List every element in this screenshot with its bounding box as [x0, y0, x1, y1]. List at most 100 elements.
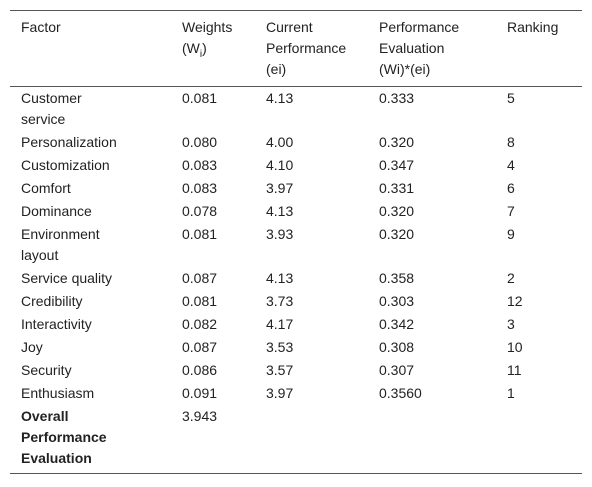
- table-cell: 0.308: [379, 339, 415, 355]
- table-cell: 0.081: [182, 293, 218, 309]
- factor-cell: Environment layout: [21, 226, 100, 263]
- table-row: Environment layout 0.081 3.93 0.320 9: [10, 223, 582, 267]
- table-cell: 4: [507, 157, 515, 173]
- table-header: Factor Weights (Wi) Current Performance (ei) P…: [10, 10, 582, 87]
- factor-cell: Joy: [21, 339, 43, 355]
- table-row: Interactivity 0.082 4.17 0.342 3: [10, 313, 582, 336]
- empty-cell: [496, 405, 582, 474]
- total-label: Overall Performance Evaluation: [21, 408, 107, 466]
- header-text: (ei): [266, 61, 287, 77]
- header-text: Performance: [266, 40, 347, 56]
- header-text: ): [202, 40, 207, 56]
- table-row: Comfort 0.083 3.97 0.331 6: [10, 177, 582, 200]
- table-cell: 9: [507, 226, 515, 242]
- table-cell: 6: [507, 180, 515, 196]
- table-cell: 0.342: [379, 316, 415, 332]
- table-row: Customization 0.083 4.10 0.347 4: [10, 154, 582, 177]
- header-text: (W: [182, 40, 200, 56]
- factor-cell: Customer service: [21, 90, 82, 127]
- table-row: Customer service 0.081 4.13 0.333 5: [10, 87, 582, 132]
- table-cell: 1: [507, 385, 515, 401]
- table-cell: 5: [507, 90, 515, 106]
- header-cell: Ranking: [496, 11, 582, 87]
- table-cell: 0.083: [182, 157, 218, 173]
- table-row: Enthusiasm 0.091 3.97 0.3560 1: [10, 382, 582, 405]
- header-subscript: i: [199, 48, 203, 60]
- factor-cell: Security: [21, 362, 72, 378]
- table-cell: 4.13: [266, 203, 294, 219]
- data-table: Factor Weights (Wi) Current Performance (ei) P…: [10, 10, 582, 474]
- table-row: Credibility 0.081 3.73 0.303 12: [10, 290, 582, 313]
- table-cell: 8: [507, 134, 515, 150]
- table-cell: 0.082: [182, 316, 218, 332]
- table-cell: 4.00: [266, 134, 294, 150]
- table-cell: 0.303: [379, 293, 415, 309]
- header-text: Factor: [21, 19, 61, 35]
- header-cell: Factor: [10, 11, 171, 87]
- table-row: Personalization 0.080 4.00 0.320 8: [10, 131, 582, 154]
- table-cell: 0.083: [182, 180, 218, 196]
- table-cell: 0.087: [182, 339, 218, 355]
- table-cell: 3.53: [266, 339, 294, 355]
- table-cell: 3.97: [266, 180, 294, 196]
- factor-cell: Personalization: [21, 134, 117, 150]
- factor-cell: Enthusiasm: [21, 385, 95, 401]
- table-cell: 0.307: [379, 362, 415, 378]
- table-cell: 0.086: [182, 362, 218, 378]
- table-cell: 7: [507, 203, 515, 219]
- header-cell: Current Performance (ei): [255, 11, 368, 87]
- table-cell: 4.17: [266, 316, 294, 332]
- header-row: Factor Weights (Wi) Current Performance (ei) P…: [10, 10, 582, 87]
- total-row: Overall Performance Evaluation 3.943: [10, 405, 582, 474]
- table-cell: 3.57: [266, 362, 294, 378]
- table-cell: 10: [507, 339, 523, 355]
- table-cell: 0.081: [182, 90, 218, 106]
- table-cell: 0.347: [379, 157, 415, 173]
- total-value: 3.943: [182, 408, 218, 424]
- table-cell: 0.320: [379, 134, 415, 150]
- table-cell: 0.078: [182, 203, 218, 219]
- header-cell: Weights (Wi): [171, 11, 255, 87]
- table-cell: 0.091: [182, 385, 218, 401]
- table-cell: 11: [507, 362, 522, 378]
- table-cell: 0.320: [379, 203, 415, 219]
- empty-cell: [368, 405, 496, 474]
- table-cell: 3.93: [266, 226, 294, 242]
- table-row: Service quality 0.087 4.13 0.358 2: [10, 267, 582, 290]
- header-text: Current: [266, 19, 313, 35]
- table-cell: 4.13: [266, 270, 294, 286]
- factor-cell: Customization: [21, 157, 110, 173]
- table-body: Customer service 0.081 4.13 0.333 5 Personali…: [10, 87, 582, 474]
- table-cell: 3.97: [266, 385, 294, 401]
- table-cell: 0.331: [379, 180, 415, 196]
- table-cell: 0.358: [379, 270, 415, 286]
- empty-cell: [255, 405, 368, 474]
- header-text: (Wi)*(ei): [379, 61, 431, 77]
- factor-cell: Service quality: [21, 270, 113, 286]
- table-cell: 0.087: [182, 270, 218, 286]
- table-cell: 0.3560: [379, 385, 422, 401]
- table-cell: 0.320: [379, 226, 415, 242]
- table-cell: 3: [507, 316, 515, 332]
- table-row: Dominance 0.078 4.13 0.320 7: [10, 200, 582, 223]
- table-cell: 4.10: [266, 157, 294, 173]
- table-cell: 0.080: [182, 134, 218, 150]
- table-cell: 4.13: [266, 90, 294, 106]
- table-cell: 3.73: [266, 293, 294, 309]
- factor-cell: Comfort: [21, 180, 71, 196]
- header-text: Performance: [379, 19, 460, 35]
- factor-cell: Interactivity: [21, 316, 92, 332]
- table-cell: 12: [507, 293, 523, 309]
- table-row: Joy 0.087 3.53 0.308 10: [10, 336, 582, 359]
- header-text: Weights: [182, 19, 233, 35]
- table-cell: 0.081: [182, 226, 218, 242]
- header-text: Ranking: [507, 19, 559, 35]
- table-cell: 2: [507, 270, 515, 286]
- factor-cell: Credibility: [21, 293, 83, 309]
- header-text: Evaluation: [379, 40, 445, 56]
- table-row: Security 0.086 3.57 0.307 11: [10, 359, 582, 382]
- factor-cell: Dominance: [21, 203, 92, 219]
- table-cell: 0.333: [379, 90, 415, 106]
- header-cell: Performance Evaluation (Wi)*(ei): [368, 11, 496, 87]
